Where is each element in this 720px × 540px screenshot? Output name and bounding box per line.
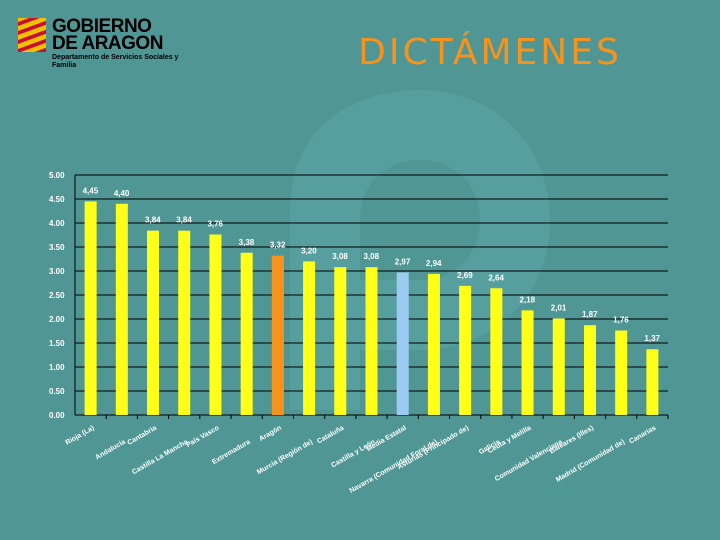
value-label: 4,40: [114, 189, 130, 198]
bar: [365, 267, 378, 415]
value-label: 3,84: [176, 216, 192, 225]
category-label: Extremadura: [211, 439, 252, 467]
bar: [552, 318, 565, 415]
category-label: Baleares (Illes): [549, 425, 595, 456]
bar: [583, 325, 596, 415]
category-label: Andalucía: [94, 439, 127, 462]
bar: [84, 201, 97, 415]
bar: [271, 255, 284, 415]
value-label: 3,84: [145, 216, 161, 225]
category-label: Aragón: [258, 425, 283, 443]
y-tick-label: 1.50: [49, 339, 65, 348]
bar: [209, 234, 222, 415]
value-label: 1,76: [613, 316, 629, 325]
value-label: 3,38: [239, 238, 255, 247]
value-label: 2,94: [426, 259, 442, 268]
category-label: Murcia (Región de): [256, 439, 314, 477]
value-label: 3,08: [332, 252, 348, 261]
y-tick-label: 0.50: [49, 387, 65, 396]
page-title: DICTÁMENES: [358, 32, 622, 73]
category-label: Cataluña: [316, 425, 345, 446]
aragon-flag-icon: [18, 18, 46, 52]
category-label: Canarias: [628, 425, 657, 446]
value-label: 3,76: [207, 220, 223, 229]
y-tick-label: 3.00: [49, 267, 65, 276]
value-label: 3,32: [270, 241, 286, 250]
category-label: Asturias (Principado de): [397, 425, 471, 472]
gobierno-aragon-logo: GOBIERNO DE ARAGON Departamento de Servi…: [16, 14, 178, 94]
bar: [334, 267, 347, 415]
value-label: 2,18: [520, 295, 536, 304]
bar: [490, 288, 503, 415]
category-label: Ceuta y Melilla: [487, 425, 533, 455]
bar: [147, 230, 160, 415]
value-label: 2,64: [488, 273, 504, 282]
bar: [459, 285, 472, 415]
category-label: Castilla La Mancha: [131, 439, 189, 477]
category-label: País Vasco: [185, 425, 220, 449]
bar: [396, 272, 409, 415]
category-label: Rioja (La): [64, 425, 95, 447]
value-label: 2,97: [395, 257, 411, 266]
bar: [178, 230, 191, 415]
value-label: 2,01: [551, 304, 567, 313]
y-tick-label: 0.00: [49, 411, 65, 420]
category-label: Cantabria: [127, 425, 159, 447]
y-tick-label: 5.00: [49, 171, 65, 180]
value-label: 1,87: [582, 310, 598, 319]
logo-line-gobierno: GOBIERNO: [52, 16, 152, 37]
bar: [427, 273, 440, 415]
value-label: 4,45: [83, 186, 99, 195]
category-label: Castilla y León: [330, 439, 376, 470]
background-watermark: [290, 90, 550, 410]
bar: [521, 310, 534, 415]
y-tick-label: 2.50: [49, 291, 65, 300]
logo-department: Departamento de Servicios Sociales y Fam…: [52, 54, 179, 69]
bar: [615, 330, 628, 415]
value-label: 1,37: [644, 334, 660, 343]
value-label: 3,08: [364, 252, 380, 261]
y-tick-label: 2.00: [49, 315, 65, 324]
logo-line-aragon: DE ARAGON: [52, 33, 163, 54]
bar: [115, 203, 128, 415]
y-tick-label: 4.00: [49, 219, 65, 228]
y-tick-label: 1.00: [49, 363, 65, 372]
value-label: 2,69: [457, 271, 473, 280]
bar: [303, 261, 316, 415]
value-label: 3,20: [301, 246, 317, 255]
bar: [240, 252, 253, 415]
y-tick-label: 4.50: [49, 195, 65, 204]
y-tick-label: 3.50: [49, 243, 65, 252]
bar: [646, 349, 659, 415]
